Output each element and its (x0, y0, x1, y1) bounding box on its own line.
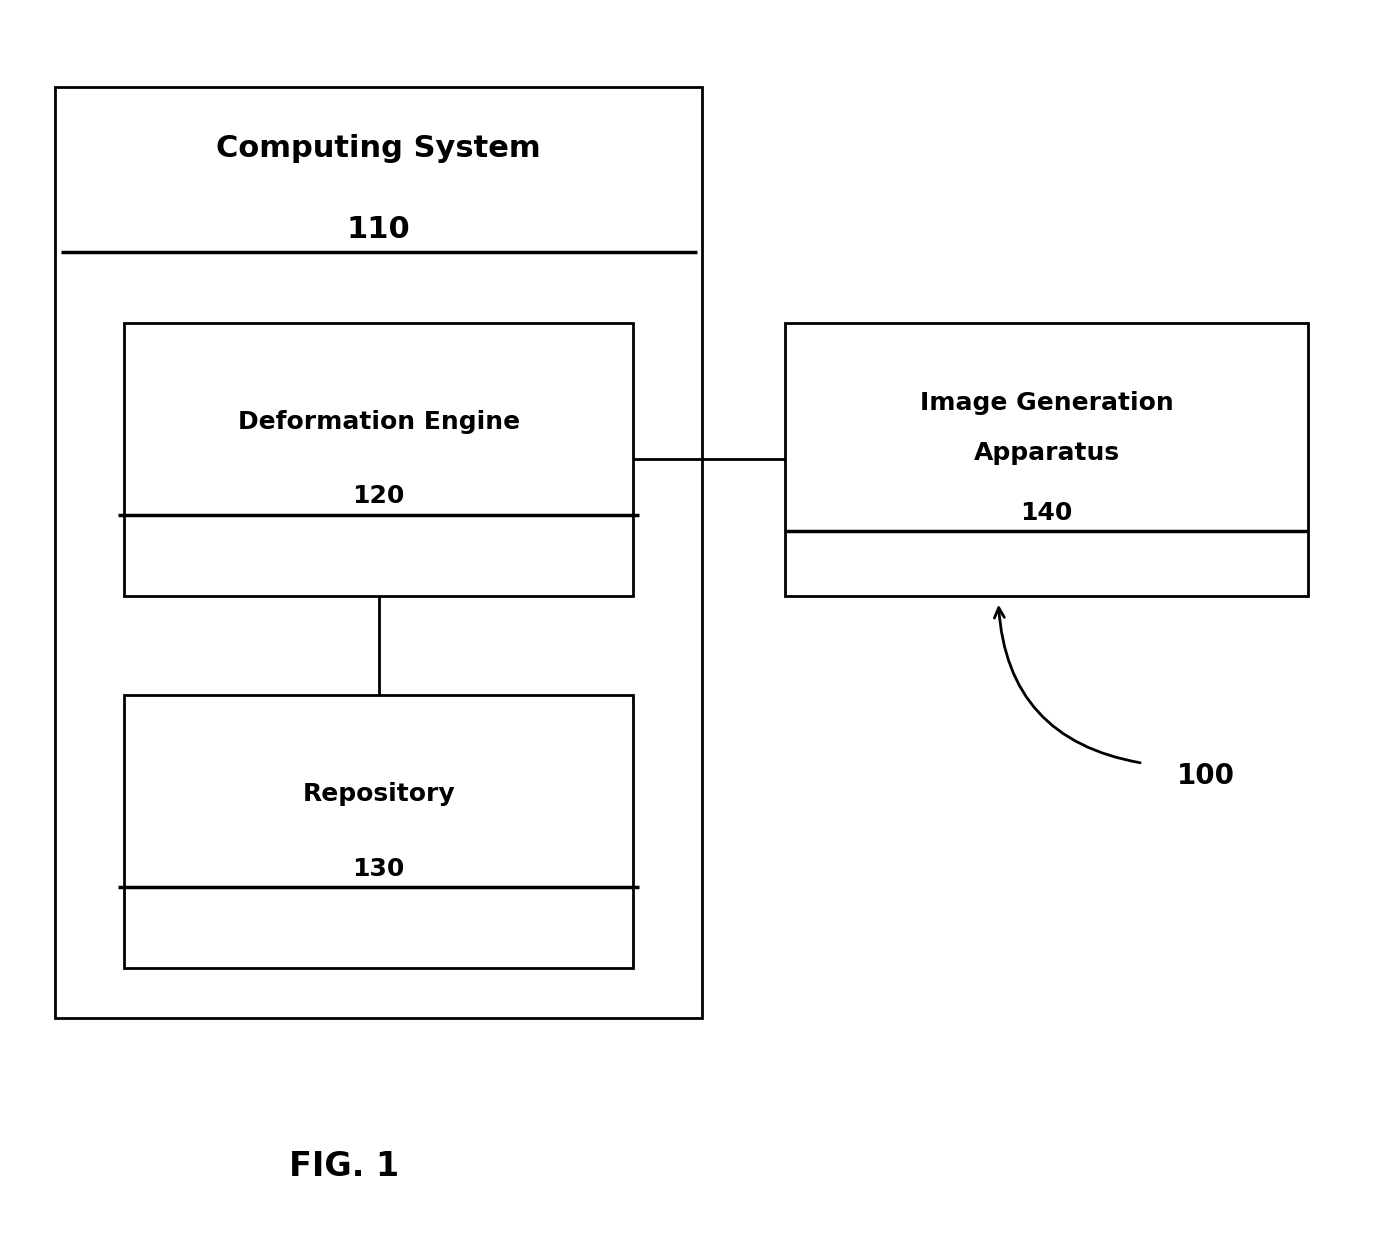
FancyBboxPatch shape (785, 323, 1308, 596)
FancyBboxPatch shape (124, 695, 633, 968)
FancyBboxPatch shape (124, 323, 633, 596)
Text: 100: 100 (1177, 762, 1235, 789)
Text: Deformation Engine: Deformation Engine (238, 410, 519, 434)
FancyBboxPatch shape (55, 87, 702, 1018)
Text: FIG. 1: FIG. 1 (289, 1150, 399, 1183)
Text: 130: 130 (353, 856, 405, 881)
Text: Repository: Repository (303, 782, 454, 807)
FancyArrowPatch shape (994, 608, 1140, 763)
Text: Image Generation: Image Generation (920, 391, 1173, 416)
Text: Computing System: Computing System (216, 134, 541, 164)
Text: Apparatus: Apparatus (974, 441, 1120, 465)
Text: 120: 120 (353, 484, 405, 509)
Text: 140: 140 (1020, 500, 1073, 525)
Text: 110: 110 (347, 215, 410, 244)
